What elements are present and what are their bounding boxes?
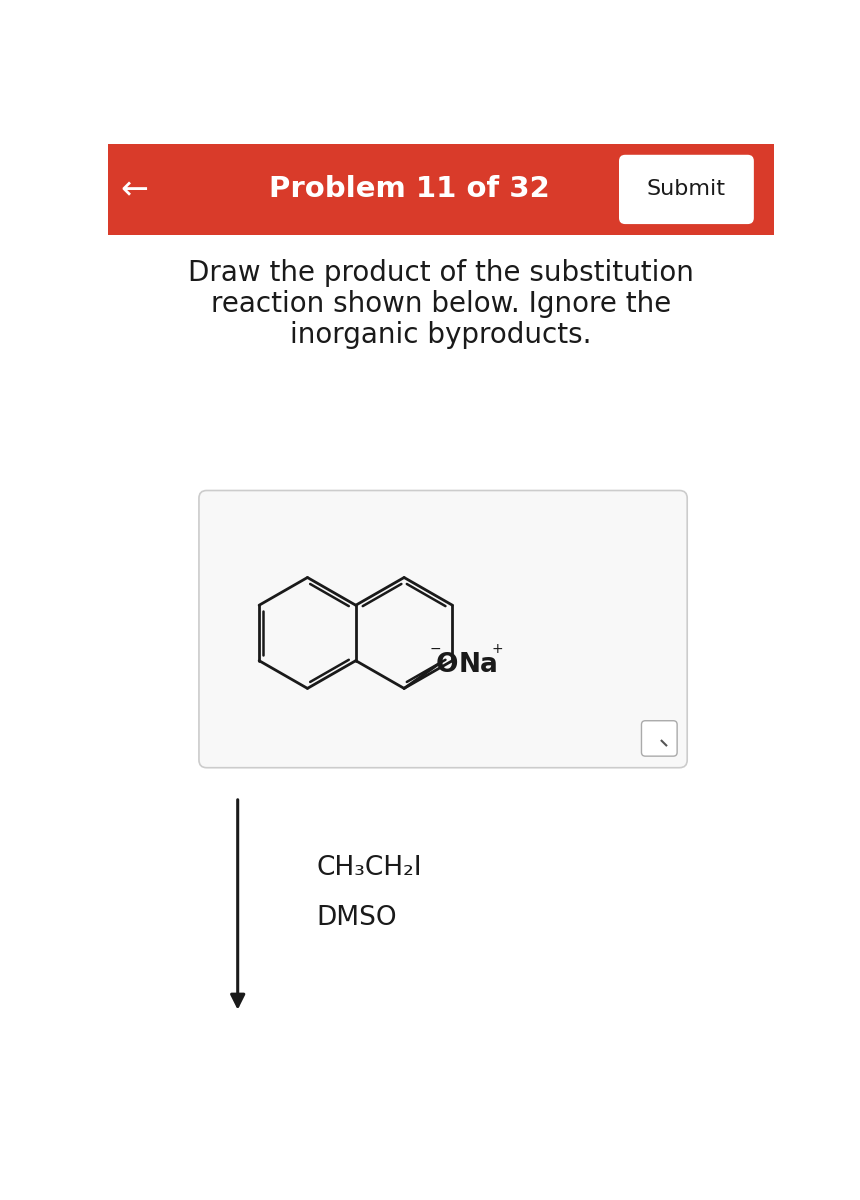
- FancyBboxPatch shape: [619, 155, 754, 224]
- Text: DMSO: DMSO: [316, 905, 397, 931]
- FancyBboxPatch shape: [642, 721, 677, 756]
- Text: inorganic byproducts.: inorganic byproducts.: [290, 320, 592, 349]
- Text: −: −: [429, 642, 440, 656]
- FancyBboxPatch shape: [199, 491, 687, 768]
- Text: Na: Na: [458, 652, 498, 678]
- Text: reaction shown below. Ignore the: reaction shown below. Ignore the: [211, 290, 671, 318]
- Text: Problem 11 of 32: Problem 11 of 32: [269, 175, 550, 204]
- Text: Submit: Submit: [647, 180, 726, 199]
- Text: CH₃CH₂I: CH₃CH₂I: [316, 854, 422, 881]
- Text: ←: ←: [120, 173, 149, 206]
- Text: O: O: [436, 652, 458, 678]
- Bar: [108, 144, 774, 235]
- Text: Draw the product of the substitution: Draw the product of the substitution: [187, 259, 694, 287]
- Text: +: +: [491, 642, 503, 656]
